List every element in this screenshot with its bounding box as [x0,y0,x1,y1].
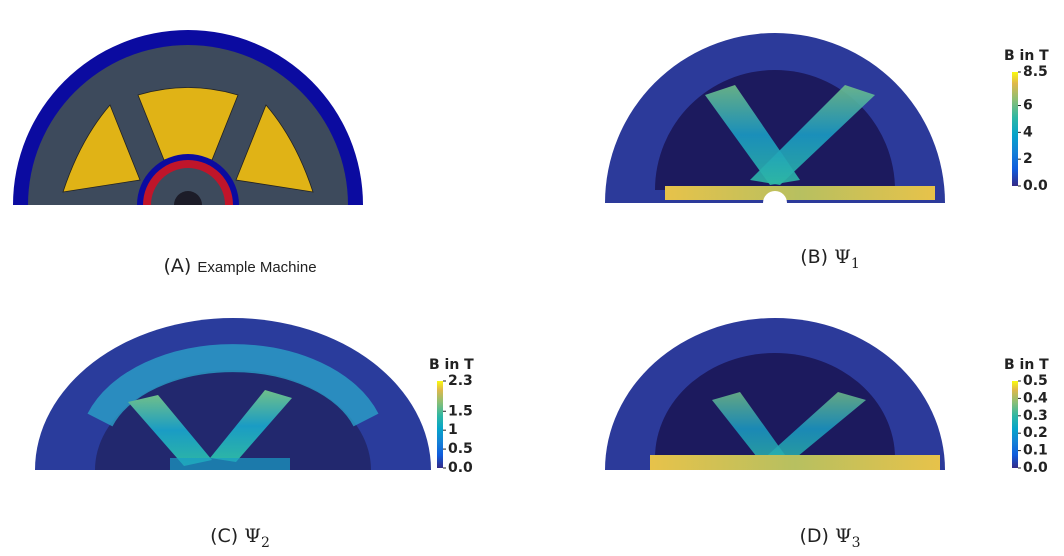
panel-label: (C) [210,525,238,547]
caption: (D) Ψ3 [799,525,860,551]
field-plot [605,318,945,470]
tick-label: 0.0 [1023,460,1048,476]
tick-label: 2.3 [448,373,473,389]
tick-label: 0.3 [1023,408,1048,424]
tick-label: 8.5 [1023,64,1048,80]
caption: (A) Example Machine [163,255,316,277]
tick-label: 1 [448,422,458,438]
colorbar [437,381,443,468]
tick-label: 0.1 [1023,443,1048,459]
tick-label: 0.2 [1023,425,1048,441]
colorbar-title: B in T [1004,48,1049,64]
caption-subscript: 2 [261,535,270,551]
colorbar [1012,72,1018,186]
caption: (B) Ψ1 [800,246,860,272]
caption-subscript: 3 [852,535,861,551]
caption-symbol: Ψ [835,525,852,547]
caption-text: Example Machine [197,259,316,276]
figure: (A) Example Machine (B) Ψ1 (C) Ψ2 (D) Ψ3… [0,0,1064,556]
machine-drawing [13,30,363,205]
panel-label: (A) [163,255,191,277]
colorbar [1012,381,1018,468]
tick-label: 0.0 [448,460,473,476]
tick-label: 0.4 [1023,390,1048,406]
tick-label: 0.5 [1023,373,1048,389]
field-plot [35,318,431,470]
caption-symbol: Ψ [244,525,261,547]
tick-label: 2 [1023,151,1033,167]
caption: (C) Ψ2 [210,525,270,551]
tick-label: 1.5 [448,403,473,419]
caption-subscript: 1 [851,256,860,272]
field-plot [605,33,945,203]
panel-label: (B) [800,246,828,268]
panel-label: (D) [799,525,828,547]
tick-label: 6 [1023,98,1033,114]
colorbar-title: B in T [429,357,474,373]
tick-label: 4 [1023,124,1033,140]
colorbar-title: B in T [1004,357,1049,373]
tick-label: 0.0 [1023,178,1048,194]
tick-label: 0.5 [448,441,473,457]
caption-symbol: Ψ [834,246,851,268]
